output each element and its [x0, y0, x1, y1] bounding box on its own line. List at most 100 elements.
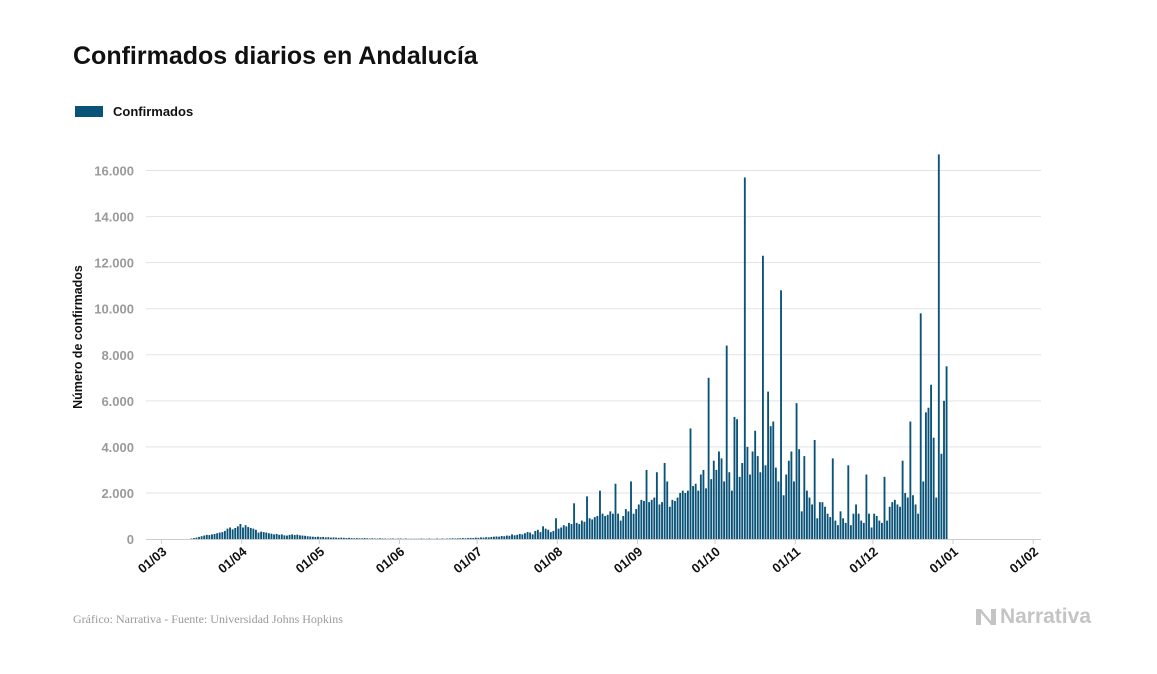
bar	[301, 535, 304, 539]
x-tick-label: 01/09	[611, 544, 646, 576]
bar	[798, 449, 801, 539]
bar	[710, 479, 713, 539]
bar	[893, 499, 896, 539]
bar	[852, 513, 855, 539]
bar	[371, 538, 374, 539]
grid-lines	[146, 170, 1041, 494]
bar	[490, 536, 493, 539]
bar	[557, 528, 560, 539]
bar	[873, 513, 876, 539]
bar	[715, 469, 718, 539]
source-credit: Gráfico: Narrativa - Fuente: Universidad…	[73, 612, 343, 626]
bar	[467, 538, 469, 539]
bar	[456, 538, 459, 539]
bar	[808, 497, 811, 539]
bar	[249, 527, 252, 539]
bar	[244, 525, 247, 539]
bar	[599, 490, 601, 539]
bar	[593, 517, 596, 539]
bar	[200, 536, 203, 539]
x-tick-label: 01/10	[688, 544, 723, 576]
bar	[640, 499, 643, 539]
bar	[474, 537, 477, 539]
bar	[707, 377, 710, 539]
bar	[314, 536, 317, 539]
bar	[738, 476, 741, 539]
y-tick-label: 0	[127, 532, 134, 547]
bar	[195, 537, 198, 539]
bar	[782, 495, 785, 539]
x-tick-label: 01/07	[450, 544, 485, 576]
bar	[511, 534, 513, 539]
y-tick-label: 14.000	[94, 210, 134, 225]
bar	[231, 529, 234, 539]
bar	[671, 499, 674, 539]
bar	[487, 537, 490, 539]
bar	[922, 481, 925, 539]
bar	[451, 538, 454, 539]
bar	[192, 538, 195, 539]
bar	[293, 535, 296, 539]
bar	[275, 533, 278, 539]
bar	[361, 538, 363, 539]
x-axis-ticks: 01/03 01/04 01/05 01/06 01/07 01/08 01/09 01/10…	[135, 539, 1041, 576]
bar	[899, 506, 901, 539]
y-axis-ticks: 0 2.000 4.000 6.000 8.000 10.000 12.000 14.000 1…	[94, 164, 134, 547]
bar	[223, 530, 226, 539]
bar	[705, 488, 707, 539]
bar	[503, 536, 506, 539]
bar	[221, 532, 224, 539]
x-tick-label: 01/11	[769, 544, 803, 576]
y-tick-label: 16.000	[94, 164, 134, 179]
bar	[816, 518, 819, 539]
bar	[829, 517, 832, 539]
bar	[624, 509, 627, 539]
bar	[464, 538, 467, 539]
bar	[366, 538, 369, 539]
bar	[888, 506, 891, 539]
bar	[728, 472, 731, 539]
bar	[896, 504, 899, 539]
bar	[601, 513, 604, 539]
bar	[280, 534, 283, 539]
bar	[855, 504, 857, 539]
bar	[906, 497, 909, 539]
legend-swatch	[75, 106, 103, 117]
bar	[645, 469, 648, 539]
bar	[689, 428, 692, 539]
bar	[298, 535, 301, 539]
bar	[780, 290, 782, 539]
bar	[834, 520, 837, 539]
bar	[609, 511, 612, 539]
x-tick-label: 01/06	[373, 544, 408, 576]
bars	[190, 154, 948, 540]
bar	[309, 536, 312, 539]
bar	[586, 496, 588, 539]
bar	[684, 492, 687, 539]
x-tick-label: 01/04	[215, 543, 250, 576]
bar	[860, 520, 863, 539]
bar	[686, 490, 689, 539]
bar	[521, 534, 524, 539]
bar	[353, 538, 356, 539]
bar	[226, 528, 229, 539]
bar	[648, 502, 651, 539]
bar	[265, 532, 268, 539]
bar	[288, 534, 291, 539]
bar	[340, 537, 343, 539]
bar	[531, 534, 534, 539]
bar	[203, 535, 206, 539]
bar	[930, 384, 932, 539]
bar	[769, 426, 772, 539]
bar	[472, 538, 475, 539]
bar	[849, 525, 852, 539]
bar	[270, 533, 273, 539]
bar	[831, 458, 834, 539]
bar	[477, 537, 480, 539]
x-tick-label: 01/05	[293, 544, 328, 576]
bar	[236, 526, 239, 539]
bar	[681, 490, 684, 539]
bar	[818, 502, 821, 539]
bar	[544, 528, 547, 539]
bar	[536, 529, 539, 539]
